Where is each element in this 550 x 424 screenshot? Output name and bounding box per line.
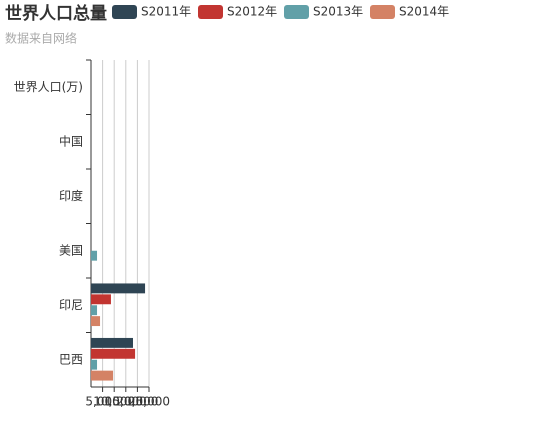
legend-swatch — [198, 5, 223, 19]
bar — [91, 348, 136, 359]
bar — [91, 337, 133, 348]
legend-swatch — [284, 5, 309, 19]
x-tick-label: 5,000 — [85, 395, 119, 409]
bar — [91, 283, 146, 294]
legend-label: S2011年 — [141, 5, 191, 19]
x-tick-label: 25,000 — [128, 395, 170, 409]
y-tick-label: 印尼 — [59, 298, 83, 312]
y-tick-label: 美国 — [59, 243, 83, 257]
y-tick-label: 世界人口(万) — [14, 80, 83, 94]
x-tick-label: 20,000 — [116, 395, 158, 409]
legend-label: S2012年 — [227, 5, 277, 19]
x-tick-label: 15,000 — [105, 395, 147, 409]
chart-subtitle: 数据来自网络 — [5, 31, 77, 46]
chart-title: 世界人口总量 — [5, 3, 107, 24]
y-tick-label: 巴西 — [59, 352, 83, 366]
bar — [91, 250, 98, 261]
y-tick-label: 中国 — [59, 133, 83, 148]
bar — [91, 316, 101, 327]
legend-label: S2014年 — [399, 5, 449, 19]
bar — [91, 370, 114, 381]
x-tick-label: 10,000 — [93, 395, 135, 409]
legend-label: S2013年 — [313, 5, 363, 19]
legend-swatch — [112, 5, 137, 19]
legend-swatch — [370, 5, 395, 19]
bar — [91, 359, 98, 370]
y-tick-label: 印度 — [59, 188, 83, 203]
bar — [91, 294, 111, 305]
bar — [91, 305, 98, 316]
